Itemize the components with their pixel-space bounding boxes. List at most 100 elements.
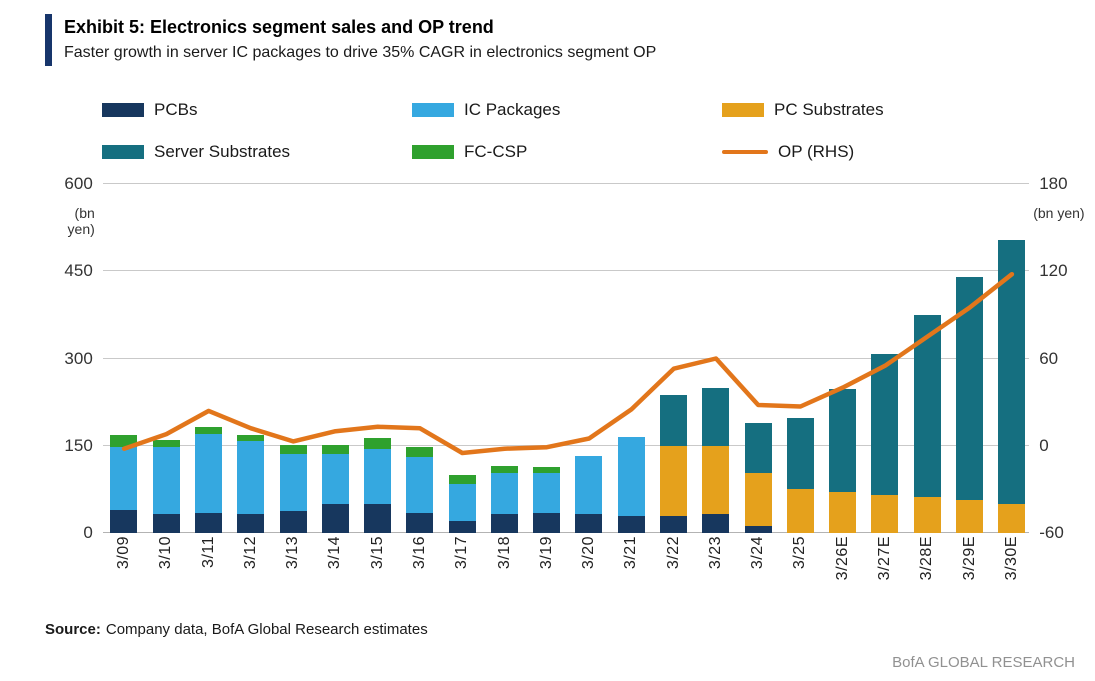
bar-segment-pcbs-3-24: [744, 526, 772, 533]
bar-segment-server-substrates-3-23: [702, 387, 730, 446]
bar-segment-ic-packages-3-14: [321, 454, 349, 504]
legend-item-fc-csp: FC-CSP: [412, 138, 722, 166]
x-axis-label-3-24: 3/24: [737, 536, 779, 574]
bar-segment-pc-substrates-3-28e: [913, 496, 941, 533]
legend-label: PCBs: [154, 100, 198, 119]
x-axis-label-text: 3/28E: [918, 536, 936, 581]
legend-swatch-pc-substrates: [722, 103, 764, 117]
legend-label: Server Substrates: [154, 142, 291, 161]
bar-segment-ic-packages-3-10: [152, 446, 180, 514]
legend-item-pcbs: PCBs: [102, 96, 412, 124]
bar-segment-server-substrates-3-30e: [998, 240, 1026, 504]
bar-segment-ic-packages-3-15: [364, 448, 392, 504]
y-tick-right--60: -60: [1039, 523, 1064, 542]
y-tick-left-450: 450: [64, 261, 93, 281]
y-tick-left-0: 0: [83, 523, 93, 542]
x-axis-label-text: 3/27E: [876, 536, 894, 581]
bar-segment-pcbs-3-10: [152, 513, 180, 533]
x-axis-label-text: 3/25: [791, 536, 809, 570]
bar-segment-ic-packages-3-09: [110, 446, 138, 510]
chart-area: 0 150 300 450 600 (bn yen) -60 0 60 120 180 (bn ye…: [45, 174, 1085, 542]
x-axis-label-3-30e: 3/30E: [991, 536, 1033, 585]
x-axis-label-3-10: 3/10: [145, 536, 187, 574]
x-axis-label-text: 3/23: [706, 536, 724, 570]
source-text: Company data, BofA Global Research estim…: [105, 621, 428, 638]
bar-segment-ic-packages-3-11: [194, 434, 222, 513]
title-block: Exhibit 5: Electronics segment sales and…: [64, 14, 656, 66]
x-axis: 3/09 3/10 3/11 3/12 3/13 3/14 3/15 3/16 3/17 3/18…: [103, 533, 1033, 615]
x-axis-label-text: 3/16: [411, 536, 429, 570]
bar-segment-fc-csp-3-09: [110, 435, 138, 447]
brand-footer: BofA GLOBAL RESEARCH: [892, 654, 1075, 671]
bar-segment-pcbs-3-21: [617, 515, 645, 533]
bar-segment-fc-csp-3-18: [490, 466, 518, 474]
x-axis-label-3-12: 3/12: [230, 536, 272, 574]
bar-segment-fc-csp-3-10: [152, 439, 180, 447]
legend-label: IC Packages: [464, 100, 561, 119]
x-axis-label-text: 3/12: [241, 536, 259, 570]
legend-item-op-rhs: OP (RHS): [722, 138, 1032, 166]
x-axis-label-text: 3/19: [537, 536, 555, 570]
bar-segment-fc-csp-3-17: [448, 474, 476, 484]
legend-item-pc-substrates: PC Substrates: [722, 96, 1032, 124]
y-tick-right-60: 60: [1039, 348, 1059, 368]
exhibit-title: Exhibit 5: Electronics segment sales and…: [64, 17, 494, 37]
x-axis-label-text: 3/09: [115, 536, 133, 570]
x-axis-label-text: 3/21: [622, 536, 640, 570]
y-tick-left-600: 600: [64, 174, 93, 193]
bar-segment-pcbs-3-20: [575, 513, 603, 533]
x-axis-label-3-15: 3/15: [357, 536, 399, 574]
bar-segment-ic-packages-3-18: [490, 473, 518, 514]
x-axis-label-text: 3/10: [157, 536, 175, 570]
bar-segment-pc-substrates-3-27e: [871, 494, 899, 533]
right-y-axis: -60 0 60 120 180 (bn yen): [1029, 174, 1085, 542]
x-axis-label-text: 3/30E: [1002, 536, 1020, 581]
bar-segment-fc-csp-3-15: [364, 438, 392, 449]
bar-segment-server-substrates-3-26e: [829, 389, 857, 493]
right-axis-unit: (bn yen): [1033, 205, 1085, 221]
x-axis-label-text: 3/14: [326, 536, 344, 570]
x-axis-label-3-23: 3/23: [695, 536, 737, 574]
x-axis-label-text: 3/29E: [960, 536, 978, 581]
y-tick-left-150: 150: [64, 435, 93, 455]
title-accent-bar: [45, 14, 52, 66]
gridline-0: [102, 532, 1030, 533]
bar-segment-pc-substrates-3-24: [744, 473, 772, 527]
exhibit-header: Exhibit 5: Electronics segment sales and…: [45, 14, 1085, 66]
source-label: Source:: [45, 621, 101, 638]
x-axis-label-text: 3/11: [199, 536, 217, 568]
bar-segment-pc-substrates-3-26e: [829, 492, 857, 533]
gridline-450: [102, 270, 1030, 272]
x-axis-label-text: 3/18: [495, 536, 513, 570]
bar-segment-fc-csp-3-16: [406, 446, 434, 458]
x-axis-label-3-16: 3/16: [399, 536, 441, 574]
legend-swatch-op-rhs: [722, 150, 768, 154]
bar-segment-fc-csp-3-13: [279, 444, 307, 454]
bar-segment-server-substrates-3-24: [744, 422, 772, 474]
x-axis-label-text: 3/15: [368, 536, 386, 570]
legend-swatch-pcbs: [102, 103, 144, 117]
x-axis-label-3-22: 3/22: [653, 536, 695, 574]
bar-segment-ic-packages-3-19: [533, 473, 561, 513]
bar-segment-pcbs-3-11: [194, 512, 222, 533]
bar-segment-fc-csp-3-12: [237, 435, 265, 442]
bar-segment-fc-csp-3-14: [321, 444, 349, 455]
bar-segment-pcbs-3-16: [406, 512, 434, 533]
bar-segment-pcbs-3-13: [279, 510, 307, 533]
legend-item-server-substrates: Server Substrates: [102, 138, 412, 166]
x-axis-label-3-21: 3/21: [610, 536, 652, 574]
gridline-600: [102, 183, 1030, 184]
bar-segment-ic-packages-3-17: [448, 483, 476, 522]
bar-segment-ic-packages-3-20: [575, 456, 603, 514]
bar-segment-ic-packages-3-13: [279, 453, 307, 511]
x-axis-label-3-11: 3/11: [188, 536, 230, 573]
y-tick-right-120: 120: [1039, 261, 1068, 281]
x-axis-label-3-28e: 3/28E: [906, 536, 948, 585]
x-axis-label-text: 3/22: [664, 536, 682, 570]
bar-segment-pcbs-3-12: [237, 513, 265, 533]
bar-segment-server-substrates-3-22: [659, 394, 687, 446]
x-axis-label-3-27e: 3/27E: [864, 536, 906, 585]
legend-swatch-ic-packages: [412, 103, 454, 117]
bar-segment-server-substrates-3-27e: [871, 354, 899, 495]
